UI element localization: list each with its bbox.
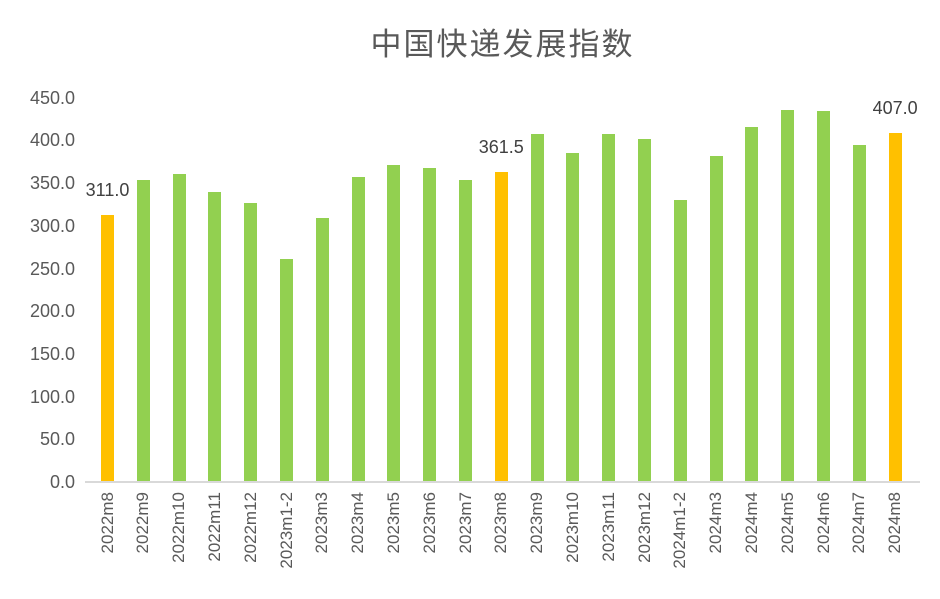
bar-2024m1-2: [674, 200, 687, 481]
bar-2023m8: [495, 172, 508, 481]
bar-2023m4: [352, 177, 365, 481]
bar-2024m6: [817, 111, 830, 481]
x-axis-label-2024m6: 2024m6: [813, 492, 833, 554]
bar-2023m12: [638, 139, 651, 481]
bar-2022m8: [101, 215, 114, 481]
x-axis-label-2024m8: 2024m8: [885, 492, 905, 554]
bar-2022m12: [244, 203, 257, 481]
y-axis-tick-label: 300.0: [29, 215, 75, 236]
x-axis-label-2023m1-2: 2023m1-2: [276, 492, 296, 569]
bar-2023m5: [387, 165, 400, 481]
y-axis-tick-label: 450.0: [29, 87, 75, 108]
bar-2023m11: [602, 134, 615, 481]
x-axis-label-2024m4: 2024m4: [741, 492, 761, 554]
x-axis-label-2022m9: 2022m9: [133, 492, 153, 554]
y-axis-tick-label: 100.0: [29, 386, 75, 407]
bar-2023m3: [316, 218, 329, 481]
y-axis-tick-label: 250.0: [29, 258, 75, 279]
bar-2022m9: [137, 180, 150, 481]
x-axis-label-2024m7: 2024m7: [849, 492, 869, 554]
bar-2024m8: [889, 133, 902, 481]
bar-2024m3: [710, 156, 723, 481]
x-axis-label-2024m3: 2024m3: [706, 492, 726, 554]
bar-2023m7: [459, 180, 472, 481]
y-axis-tick-label: 400.0: [29, 130, 75, 151]
x-axis-label-2023m5: 2023m5: [383, 492, 403, 554]
x-axis-label-2024m5: 2024m5: [777, 492, 797, 554]
x-axis-label-2022m8: 2022m8: [97, 492, 117, 554]
y-axis-tick-label: 350.0: [29, 173, 75, 194]
x-axis-label-2023m11: 2023m11: [598, 492, 618, 562]
bar-2024m5: [781, 110, 794, 481]
data-label-2023m8: 361.5: [478, 137, 524, 157]
x-axis-label-2023m12: 2023m12: [634, 492, 654, 563]
x-axis-label-2022m11: 2022m11: [204, 492, 224, 562]
x-axis-label-2023m9: 2023m9: [527, 492, 547, 554]
x-axis-line: [85, 481, 920, 483]
data-label-2022m8: 311.0: [85, 180, 130, 200]
x-axis-label-2023m8: 2023m8: [491, 492, 511, 554]
x-axis-label-2022m10: 2022m10: [169, 492, 189, 563]
bar-2023m10: [566, 153, 579, 481]
x-axis-label-2023m4: 2023m4: [348, 492, 368, 554]
bar-2024m7: [853, 145, 866, 481]
y-axis-tick-label: 0.0: [49, 472, 75, 492]
x-axis-label-2023m6: 2023m6: [419, 492, 439, 554]
bar-2022m11: [208, 192, 221, 481]
x-axis-label-2023m3: 2023m3: [312, 492, 332, 554]
x-axis-label-2024m1-2: 2024m1-2: [670, 492, 690, 569]
data-label-2024m8: 407.0: [872, 98, 918, 118]
bar-2023m9: [531, 134, 544, 481]
y-axis-tick-label: 50.0: [39, 429, 75, 450]
bar-2022m10: [173, 174, 186, 481]
bar-2023m1-2: [280, 259, 293, 481]
x-axis-label-2022m12: 2022m12: [240, 492, 260, 563]
y-axis-tick-label: 150.0: [29, 343, 75, 364]
y-axis-tick-label: 200.0: [29, 301, 75, 322]
bar-2024m4: [745, 127, 758, 481]
x-axis-label-2023m10: 2023m10: [562, 492, 582, 563]
chart-title: 中国快递发展指数: [370, 27, 635, 62]
x-axis-label-2023m7: 2023m7: [455, 492, 475, 554]
bar-2023m6: [423, 168, 436, 481]
